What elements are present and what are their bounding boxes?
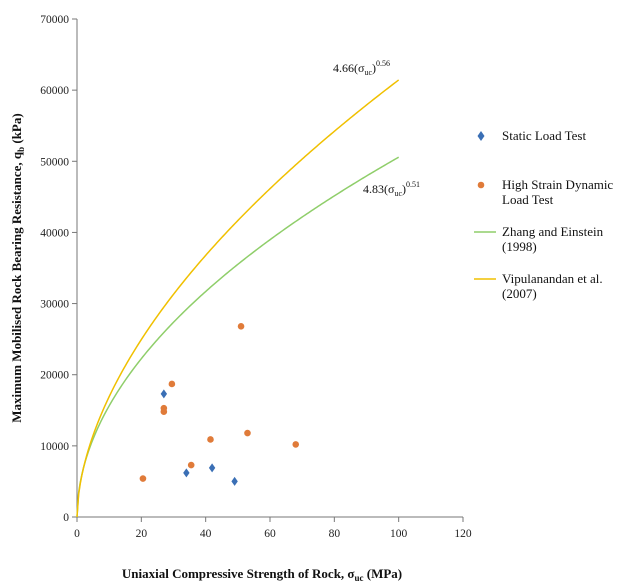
static-load-point <box>231 476 238 486</box>
x-tick-label: 0 <box>74 528 80 540</box>
y-axis-ticks: 0 10000 20000 30000 40000 50000 60000 70000 <box>40 14 77 524</box>
x-axis-ticks: 0 20 40 60 80 100 120 <box>74 517 472 540</box>
static-load-point <box>208 463 216 473</box>
y-tick-label: 10000 <box>40 441 69 453</box>
legend: Static Load Test High Strain DynamicLoad … <box>474 128 613 301</box>
data-points <box>139 323 300 486</box>
dynamic-load-point <box>244 429 251 437</box>
legend-symbol-dynamic <box>477 181 485 189</box>
curve-line-2 <box>76 156 400 518</box>
dynamic-load-point <box>237 323 245 330</box>
legend-label: Load Test <box>502 192 554 207</box>
legend-label: High Strain Dynamic <box>502 177 613 192</box>
x-tick-label: 60 <box>264 528 276 540</box>
static-load-point <box>183 468 190 478</box>
legend-label: (2007) <box>502 286 537 301</box>
y-tick-label: 70000 <box>40 14 69 26</box>
legend-label: Vipulanandan et al. <box>502 271 603 286</box>
curve-lines <box>76 79 400 518</box>
x-tick-label: 100 <box>390 528 408 540</box>
legend-label: Zhang and Einstein <box>502 224 604 239</box>
x-axis-title: Uniaxial Compressive Strength of Rock, σ… <box>122 566 402 583</box>
x-tick-label: 40 <box>200 528 212 540</box>
dynamic-load-point <box>139 475 147 482</box>
y-tick-label: 0 <box>63 512 69 524</box>
x-tick-label: 20 <box>136 528 148 540</box>
static-load-point <box>160 389 168 399</box>
dynamic-load-point <box>187 461 195 469</box>
dynamic-load-point <box>292 441 300 448</box>
y-tick-label: 40000 <box>40 227 69 239</box>
curve-line-3 <box>76 79 400 518</box>
legend-label: (1998) <box>502 239 537 254</box>
axes <box>76 19 463 518</box>
y-tick-label: 50000 <box>40 156 69 168</box>
y-axis-title: Maximum Mobilised Rock Bearing Resistanc… <box>9 113 26 422</box>
y-tick-label: 20000 <box>40 370 69 382</box>
dynamic-load-point <box>168 380 176 388</box>
dynamic-load-point <box>160 408 168 416</box>
y-tick-label: 60000 <box>40 85 69 97</box>
y-tick-label: 30000 <box>40 299 69 311</box>
equation-annotations: 4.66(σuc)0.56 4.83(σuc)0.51 <box>333 59 420 198</box>
legend-symbol-static <box>477 131 485 141</box>
x-tick-label: 80 <box>329 528 341 540</box>
equation-label: 4.66(σuc)0.56 <box>333 59 390 77</box>
dynamic-load-point <box>207 436 214 443</box>
legend-label: Static Load Test <box>502 128 586 143</box>
equation-label: 4.83(σuc)0.51 <box>363 180 420 198</box>
x-tick-label: 120 <box>454 528 472 540</box>
